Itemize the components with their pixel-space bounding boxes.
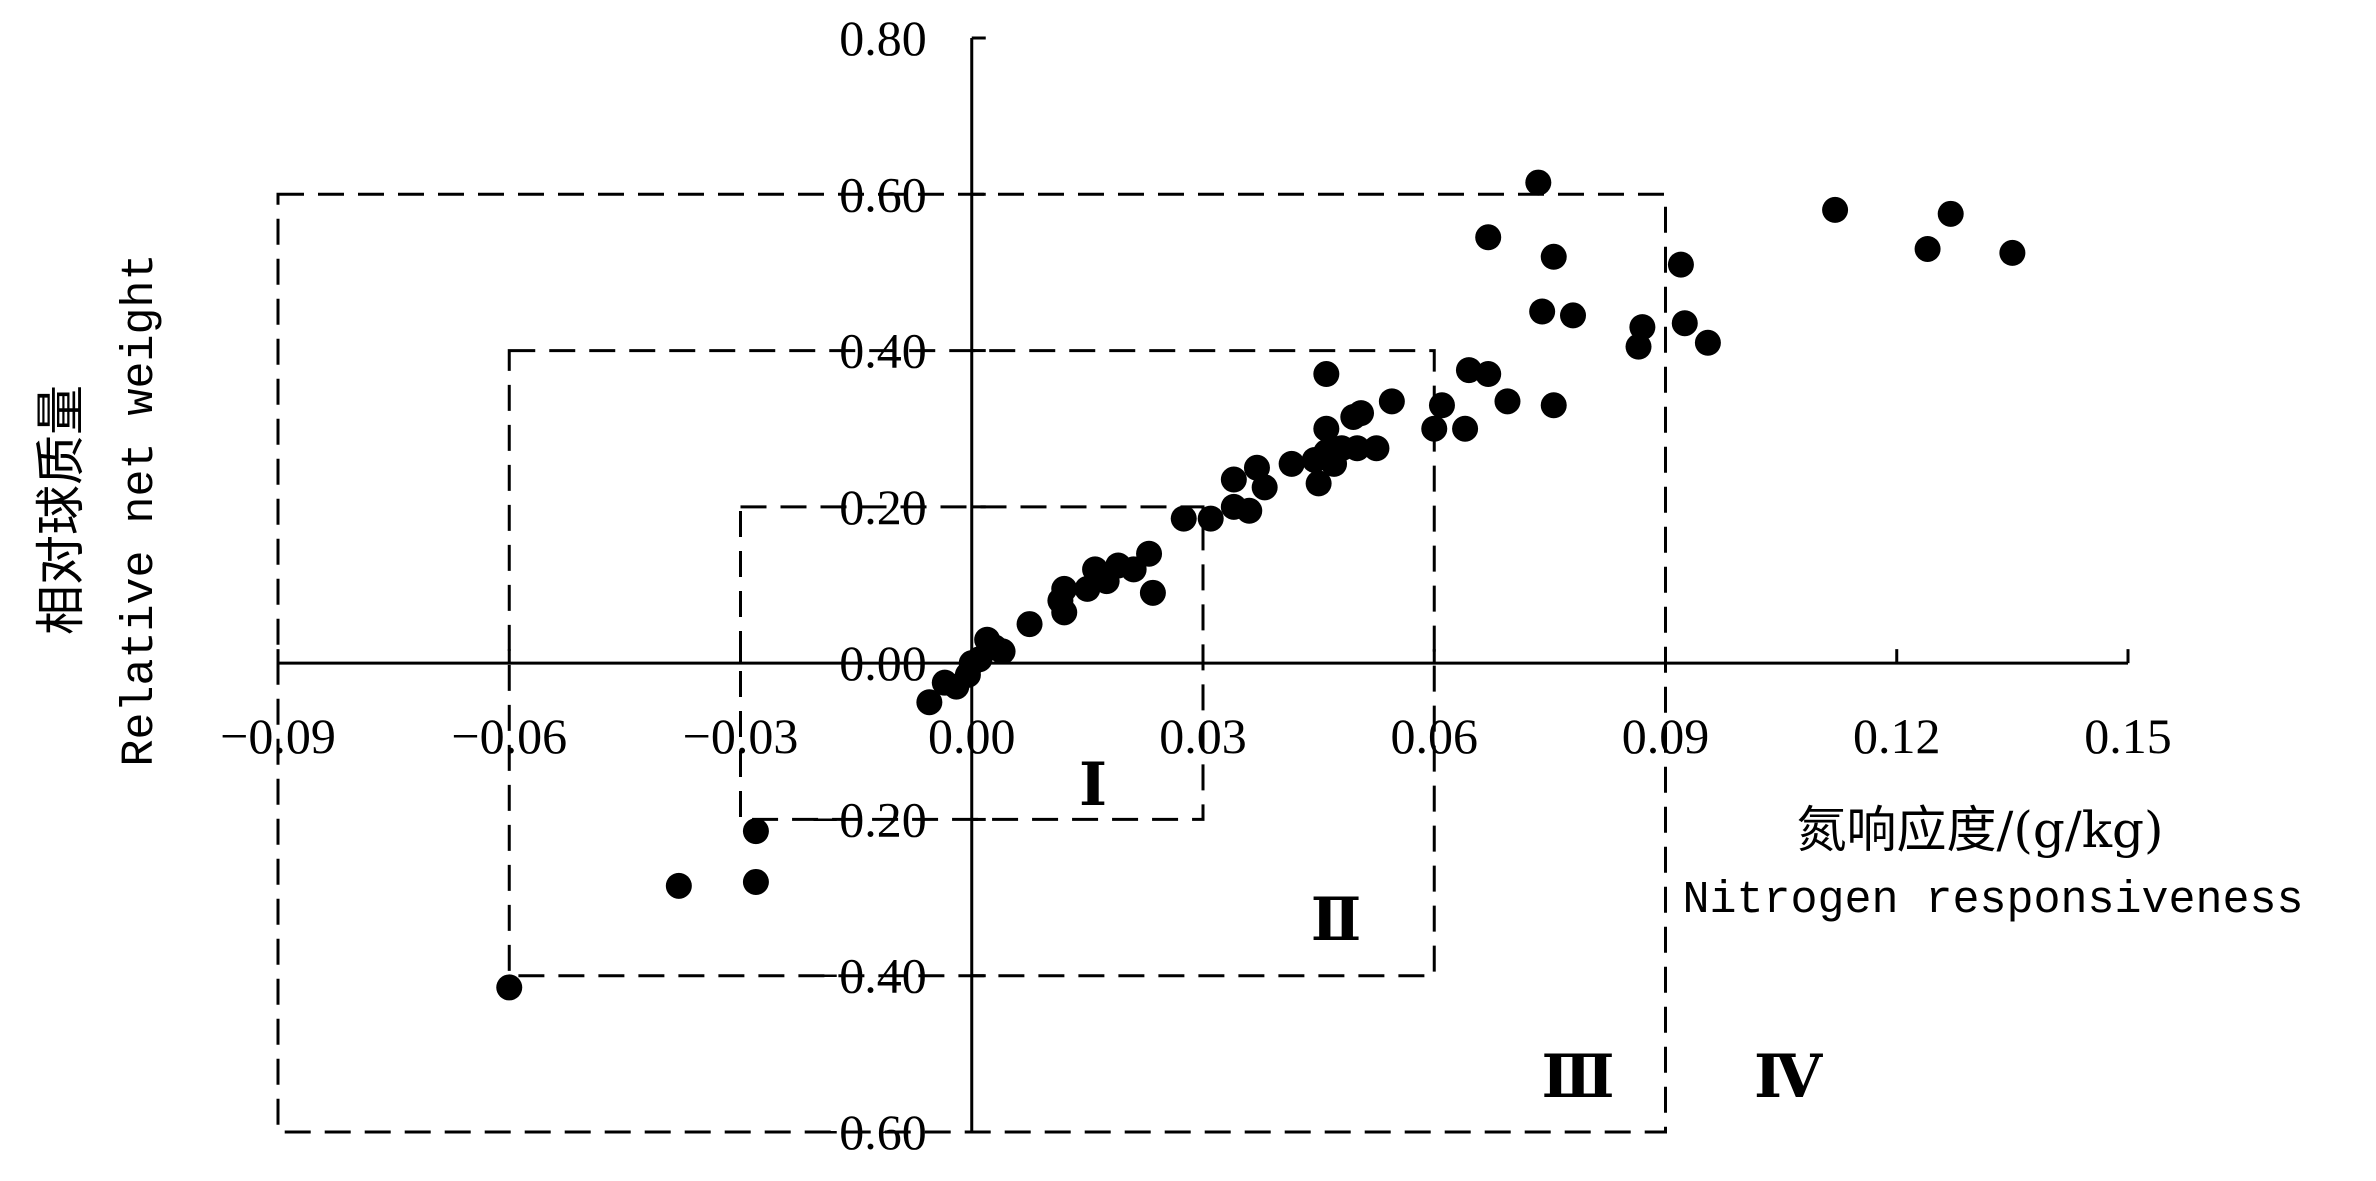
data-point — [1278, 450, 1305, 477]
data-point — [1625, 333, 1652, 360]
data-point — [1243, 454, 1270, 481]
data-point — [916, 689, 943, 716]
y-tick-label: −0.20 — [811, 791, 927, 847]
y-tick-label: 0.40 — [839, 323, 927, 379]
data-point — [1671, 310, 1698, 337]
data-point — [1363, 435, 1390, 462]
x-tick-label: 0.03 — [1159, 708, 1247, 764]
data-point — [1540, 392, 1567, 419]
data-point — [1540, 243, 1567, 270]
data-point — [1220, 466, 1247, 493]
x-axis-title-cn: 氮响应度/(g/kg) — [1796, 801, 2163, 859]
x-tick-label: −0.09 — [220, 708, 336, 764]
data-point — [1421, 415, 1448, 442]
x-tick-label: 0.15 — [2084, 708, 2172, 764]
data-point — [1529, 298, 1556, 325]
data-point — [1197, 505, 1224, 532]
x-tick-label: 0.09 — [1622, 708, 1710, 764]
region-labels: Ⅰ Ⅱ Ⅲ Ⅳ — [1079, 752, 1823, 1110]
data-point — [1475, 224, 1502, 251]
y-tick-label: 0.60 — [839, 166, 927, 222]
data-point — [1313, 415, 1340, 442]
data-point — [1525, 169, 1552, 196]
data-points — [496, 169, 2026, 1001]
data-point — [1378, 388, 1405, 415]
data-point — [1694, 329, 1721, 356]
data-point — [1251, 474, 1278, 501]
data-point — [989, 638, 1016, 665]
y-tick-label: −0.40 — [811, 948, 927, 1004]
data-point — [1937, 200, 1964, 227]
data-point — [1136, 540, 1163, 567]
data-point — [1139, 579, 1166, 606]
data-point — [1999, 239, 2026, 266]
data-point — [1313, 361, 1340, 388]
data-point — [1629, 314, 1656, 341]
y-axis-ticks: −0.60 −0.40 −0.20 0.00 0.20 0.40 0.60 0.80 — [811, 10, 986, 1160]
data-point — [1236, 497, 1263, 524]
data-point — [1455, 357, 1482, 384]
x-tick-label: 0.00 — [928, 708, 1016, 764]
data-point — [1560, 302, 1586, 329]
data-point — [1344, 435, 1371, 462]
region-label-2: Ⅱ — [1311, 887, 1362, 953]
data-point — [496, 974, 523, 1001]
x-tick-label: −0.06 — [451, 708, 567, 764]
data-point — [1051, 599, 1078, 626]
data-point — [665, 872, 692, 899]
y-tick-label: −0.60 — [811, 1104, 927, 1160]
x-tick-label: 0.06 — [1391, 708, 1479, 764]
region-label-3: Ⅲ — [1541, 1044, 1614, 1110]
y-tick-label: 0.20 — [839, 479, 927, 535]
x-axis-title-en: Nitrogen responsiveness — [1682, 875, 2303, 926]
data-point — [1428, 392, 1455, 419]
data-point — [742, 868, 769, 895]
data-point — [1170, 505, 1197, 532]
data-point — [1822, 196, 1849, 223]
data-point — [1494, 388, 1521, 415]
region-label-4: Ⅳ — [1754, 1044, 1823, 1110]
x-tick-label: 0.12 — [1853, 708, 1941, 764]
y-tick-label: 0.80 — [839, 10, 927, 66]
y-axis-title-en: Relative net weight — [115, 253, 166, 766]
data-point — [1667, 251, 1694, 278]
data-point — [1305, 470, 1332, 497]
data-point — [1348, 400, 1375, 427]
data-point — [742, 818, 769, 845]
data-point — [1914, 235, 1941, 262]
data-point — [1452, 415, 1479, 442]
region-label-1: Ⅰ — [1079, 752, 1107, 818]
x-tick-label: −0.03 — [683, 708, 799, 764]
x-axis-ticks: −0.09 −0.06 −0.03 0.00 0.03 0.06 0.09 0.12 0.15 — [220, 649, 2172, 764]
y-axis-title-cn: 相对球质量 — [32, 385, 90, 635]
y-tick-label: 0.00 — [839, 635, 927, 691]
data-point — [1016, 611, 1043, 638]
data-point — [1051, 575, 1078, 602]
data-point — [1475, 361, 1502, 388]
